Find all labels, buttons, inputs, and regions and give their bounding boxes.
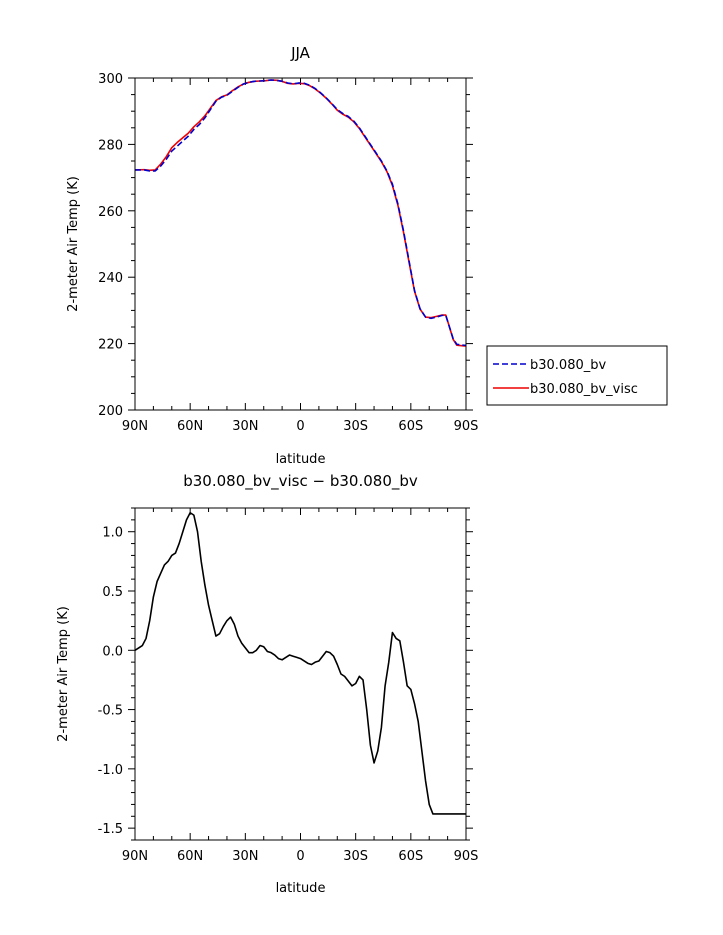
bottom-y-axis-label: 2-meter Air Temp (K) (56, 606, 71, 742)
legend-label-b30-080-bv: b30.080_bv (530, 358, 606, 373)
bottom-axis-ticks (128, 507, 473, 841)
bottom-axis-tick-labels: 90N 60N 30N 0 30S 60S 90S -1.5 -1.0 -0.5 0.0 0.5 1.0 (98, 526, 479, 864)
top-x-tick-label: 30N (232, 419, 258, 434)
bottom-y-tick-label: 0.0 (102, 644, 123, 659)
bottom-y-tick-label: -0.5 (98, 704, 123, 719)
top-axis-ticks (128, 77, 473, 411)
top-y-tick-label: 280 (98, 138, 123, 153)
top-panel: JJA latitude 2-meter Air Temp (K) 90N 60N… (66, 44, 478, 467)
bottom-y-tick-label: 0.5 (102, 585, 123, 600)
bottom-chart-title: b30.080_bv_visc − b30.080_bv (183, 472, 418, 491)
legend-box (486, 345, 668, 406)
bottom-series-lines (134, 511, 466, 815)
bottom-x-tick-label: 30N (232, 849, 258, 864)
bottom-y-tick-label: -1.0 (98, 763, 123, 778)
legend-label-b30-080-bv-visc: b30.080_bv_visc (530, 382, 638, 397)
bottom-x-tick-label: 90S (454, 849, 479, 864)
bottom-y-tick-label: 1.0 (102, 526, 123, 541)
series-line-b30-080-bv-visc (134, 79, 466, 347)
bottom-x-tick-label: 60S (398, 849, 423, 864)
top-y-tick-label: 240 (98, 271, 123, 286)
top-x-tick-label: 90N (122, 419, 148, 434)
bottom-x-tick-label: 30S (343, 849, 368, 864)
top-y-tick-label: 200 (98, 404, 123, 419)
series-line-b30-080-bv (135, 79, 466, 347)
bottom-y-tick-label: -1.5 (98, 822, 123, 837)
top-y-tick-label: 220 (98, 338, 123, 353)
top-x-axis-label: latitude (276, 452, 326, 467)
top-x-tick-label: 0 (296, 419, 304, 434)
top-x-tick-label: 60N (177, 419, 203, 434)
top-chart-title: JJA (290, 44, 311, 62)
top-y-tick-label: 260 (98, 205, 123, 220)
bottom-x-tick-label: 0 (296, 849, 304, 864)
top-x-tick-label: 30S (343, 419, 368, 434)
top-series-lines (134, 79, 466, 347)
top-plot-frame (134, 77, 467, 411)
bottom-x-tick-label: 90N (122, 849, 148, 864)
bottom-x-axis-label: latitude (276, 881, 326, 896)
bottom-difference-line (134, 511, 466, 815)
bottom-panel: b30.080_bv_visc − b30.080_bv latitude 2-… (56, 472, 478, 896)
bottom-x-tick-label: 60N (177, 849, 203, 864)
top-x-tick-label: 90S (454, 419, 479, 434)
legend: b30.080_bv b30.080_bv_visc (486, 345, 668, 406)
top-y-axis-label: 2-meter Air Temp (K) (66, 176, 81, 312)
top-axis-tick-labels: 90N 60N 30N 0 30S 60S 90S 200 220 240 260 280 300 (98, 72, 478, 434)
top-x-tick-label: 60S (398, 419, 423, 434)
bottom-plot-frame (134, 507, 467, 841)
top-y-tick-label: 300 (98, 72, 123, 87)
